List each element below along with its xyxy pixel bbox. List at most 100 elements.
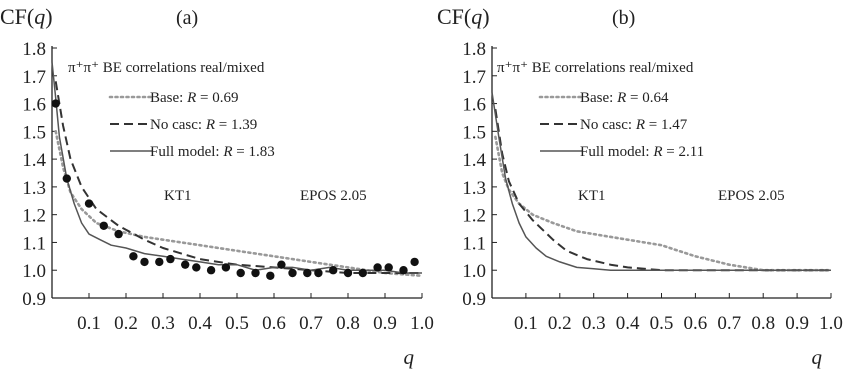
y-tick-label: 1.8	[22, 39, 46, 60]
legend-label-name: Base:	[580, 90, 617, 106]
y-tick-label: 1.2	[22, 206, 46, 227]
x-tick-label: 0.6	[684, 313, 708, 334]
legend-label-name: No casc:	[580, 117, 636, 133]
y-tick-label: 1.1	[462, 233, 486, 254]
legend-label-name: Full model:	[150, 144, 223, 160]
annotation-title: π⁺π⁺ BE correlations real/mixed	[68, 60, 265, 76]
legend-label-value: = 1.47	[645, 117, 688, 133]
legend-label-name: Base:	[150, 90, 187, 106]
y-tick-label: 1.0	[22, 261, 46, 282]
data-point	[399, 266, 408, 275]
y-axis-label-main: CF(	[0, 4, 34, 29]
x-tick-label: 0.2	[114, 313, 138, 334]
series-solid-line	[51, 61, 422, 274]
legend-label-name: No casc:	[150, 117, 206, 133]
x-axis-label: q	[404, 345, 415, 369]
data-point	[373, 263, 382, 272]
legend-label: No casc: R = 1.39	[150, 117, 257, 133]
x-tick-label: 0.3	[151, 313, 175, 334]
data-point	[99, 221, 109, 230]
data-point	[266, 271, 275, 280]
x-tick-label: 0.9	[373, 313, 397, 334]
y-tick-label: 1.3	[22, 178, 46, 199]
y-tick-label: 1.3	[462, 178, 486, 199]
y-tick-label: 1.8	[462, 39, 486, 60]
data-point	[288, 268, 297, 278]
y-axis-label-close: )	[482, 4, 489, 29]
data-point	[343, 268, 353, 278]
y-axis-label-var: q	[471, 4, 482, 29]
panel-label: (a)	[176, 7, 198, 29]
series-solid-line	[491, 92, 831, 271]
legend-label-var: R	[205, 117, 215, 133]
legend-label-var: R	[616, 90, 626, 106]
data-point	[181, 260, 190, 269]
x-tick-label: 0.4	[188, 313, 212, 334]
x-tick-label: 0.6	[262, 313, 286, 334]
series-dotted-line	[54, 130, 424, 278]
legend-label: Full model: R = 2.11	[580, 144, 704, 160]
legend-label: Full model: R = 1.83	[150, 144, 275, 160]
y-tick-label: 1.4	[462, 150, 486, 171]
data-point	[140, 257, 149, 267]
y-axis-label-var: q	[34, 4, 45, 29]
data-point	[329, 266, 338, 275]
y-axis-label: CF(q)	[437, 4, 490, 29]
y-tick-label: 0.9	[462, 289, 486, 310]
x-tick-label: 1.0	[819, 313, 843, 334]
x-tick-label: 0.9	[785, 313, 809, 334]
x-tick-label: 0.2	[548, 313, 572, 334]
data-point	[358, 268, 367, 278]
legend-label: No casc: R = 1.47	[580, 117, 688, 133]
panel-b: CF(q) (b)0.91.01.11.21.31.41.51.61.71.80.…	[437, 4, 843, 369]
y-tick-label: 1.1	[22, 233, 46, 254]
x-tick-label: 0.1	[77, 313, 101, 334]
legend-label-var: R	[635, 117, 645, 133]
y-tick-label: 1.7	[22, 67, 46, 88]
y-tick-label: 1.5	[462, 122, 486, 143]
x-tick-label: 0.8	[751, 313, 775, 334]
x-tick-label: 0.5	[225, 313, 249, 334]
legend-label-value: = 0.69	[196, 90, 238, 106]
y-tick-label: 1.6	[22, 95, 46, 116]
data-point	[51, 99, 60, 108]
annotation-kt1: KT1	[578, 188, 606, 204]
series-dotted-line	[494, 135, 833, 272]
y-tick-label: 1.2	[462, 206, 486, 227]
x-tick-label: 0.5	[650, 313, 674, 334]
data-point	[303, 268, 312, 278]
y-tick-label: 1.0	[462, 261, 486, 282]
data-point	[206, 266, 216, 275]
y-tick-label: 1.4	[22, 150, 46, 171]
legend-label-var: R	[222, 144, 232, 160]
y-tick-label: 1.7	[462, 67, 486, 88]
data-point	[129, 252, 138, 261]
legend-label-var: R	[652, 144, 662, 160]
data-point	[236, 268, 245, 278]
y-tick-label: 1.5	[22, 122, 46, 143]
data-point	[384, 263, 393, 272]
data-point	[410, 257, 419, 267]
legend-label-value: = 1.39	[215, 117, 257, 133]
x-tick-label: 1.0	[410, 313, 434, 334]
x-axis-label: q	[812, 345, 823, 369]
legend-label-var: R	[186, 90, 196, 106]
x-tick-label: 0.3	[582, 313, 606, 334]
data-point	[221, 263, 231, 272]
series-dashed-line	[494, 108, 831, 272]
y-axis-label: CF(q)	[0, 4, 53, 29]
data-point	[114, 229, 123, 239]
y-tick-label: 0.9	[22, 289, 46, 310]
x-tick-label: 0.4	[616, 313, 640, 334]
data-point	[155, 257, 164, 267]
data-point	[84, 199, 94, 208]
panel-a: CF(q) (a) 0.9 1.0 1.1 1.2 1.3 1.4 1.5 1.6 1.7 1.8 0.…	[0, 4, 434, 369]
legend-label-name: Full model:	[580, 144, 653, 160]
legend-label-value: = 0.64	[626, 90, 669, 106]
x-tick-label: 0.7	[299, 313, 323, 334]
legend-label-value: = 2.11	[663, 144, 705, 160]
x-tick-label: 0.1	[514, 313, 538, 334]
annotation-epos: EPOS 2.05	[718, 188, 785, 204]
annotation-epos: EPOS 2.05	[300, 188, 367, 204]
